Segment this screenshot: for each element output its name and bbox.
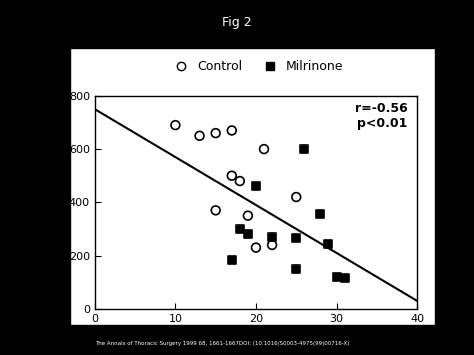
Point: [244, 213, 252, 218]
Point: [196, 133, 203, 138]
Point: [292, 266, 300, 272]
Point: [317, 212, 324, 217]
Text: r=-0.56
p<0.01: r=-0.56 p<0.01: [355, 102, 408, 130]
Point: [228, 173, 236, 179]
Point: [236, 178, 244, 184]
Point: [301, 146, 308, 152]
Point: [292, 235, 300, 241]
Point: [268, 242, 276, 248]
Legend: Control, Milrinone: Control, Milrinone: [164, 55, 348, 78]
Point: [260, 146, 268, 152]
Point: [228, 127, 236, 133]
Point: [292, 194, 300, 200]
Point: [252, 245, 260, 251]
Point: [341, 275, 348, 281]
Point: [172, 122, 179, 128]
Point: [333, 274, 340, 280]
Point: [244, 231, 252, 237]
Text: The Annals of Thoracic Surgery 1999 68, 1661-1667DOI: (10.1016/S0003-4975(99)007: The Annals of Thoracic Surgery 1999 68, …: [95, 341, 349, 346]
Point: [212, 130, 219, 136]
Point: [268, 234, 276, 240]
Point: [212, 207, 219, 213]
Point: [236, 226, 244, 232]
Point: [325, 241, 332, 246]
X-axis label: cAMP pmol/mL: cAMP pmol/mL: [210, 328, 302, 341]
Y-axis label: IL-6 pg/mL: IL-6 pg/mL: [52, 169, 64, 235]
Point: [252, 184, 260, 189]
Point: [228, 257, 236, 262]
Text: Fig 2: Fig 2: [222, 16, 252, 29]
